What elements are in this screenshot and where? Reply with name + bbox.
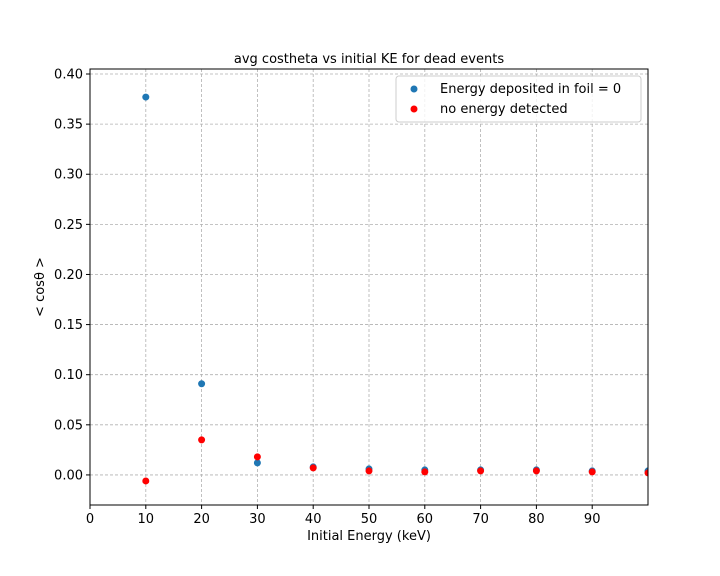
chart-title: avg costheta vs initial KE for dead even… <box>234 52 504 67</box>
x-tick-label: 90 <box>584 512 601 527</box>
legend-label-energy-deposited: Energy deposited in foil = 0 <box>440 82 621 97</box>
no-energy-point <box>253 453 261 461</box>
legend: Energy deposited in foil = 0 no energy d… <box>395 75 642 123</box>
x-tick-label: 30 <box>249 512 266 527</box>
y-tick-label: 0.15 <box>54 318 83 333</box>
energy-deposited-point <box>198 380 206 388</box>
data-points <box>142 93 648 485</box>
x-tick-label: 80 <box>528 512 545 527</box>
no-energy-point <box>142 477 150 485</box>
grid <box>90 69 648 505</box>
legend-marker-no-energy <box>410 105 418 113</box>
y-tick-label: 0.35 <box>54 118 83 133</box>
x-tick-label: 20 <box>193 512 210 527</box>
y-tick-label: 0.00 <box>54 468 83 483</box>
energy-deposited-point <box>253 459 261 467</box>
no-energy-point <box>644 469 648 477</box>
x-tick-label: 50 <box>361 512 378 527</box>
x-tick-label: 40 <box>305 512 322 527</box>
legend-box <box>395 75 642 123</box>
no-energy-point <box>309 464 317 472</box>
no-energy-point <box>198 436 206 444</box>
plot-frame <box>89 68 649 506</box>
energy-deposited-point <box>142 93 150 101</box>
no-energy-point <box>421 468 429 476</box>
legend-label-no-energy: no energy detected <box>440 102 568 117</box>
no-energy-point <box>588 468 596 476</box>
y-tick-label: 0.10 <box>54 368 83 383</box>
y-axis-label: < cosθ > <box>33 257 48 317</box>
x-axis-label: Initial Energy (keV) <box>307 529 431 544</box>
x-tick-label: 70 <box>472 512 489 527</box>
y-tick-label: 0.05 <box>54 418 83 433</box>
y-tick-label: 0.40 <box>54 68 83 83</box>
x-axis-ticks: 0 10 20 30 40 50 60 70 80 90 <box>86 505 601 527</box>
no-energy-point <box>477 467 485 475</box>
no-energy-point <box>532 467 540 475</box>
x-tick-label: 60 <box>417 512 434 527</box>
no-energy-point <box>365 467 373 475</box>
y-tick-label: 0.25 <box>54 218 83 233</box>
y-tick-label: 0.30 <box>54 168 83 183</box>
x-tick-label: 10 <box>138 512 155 527</box>
legend-marker-energy-deposited <box>410 85 418 93</box>
y-tick-label: 0.20 <box>54 268 83 283</box>
x-tick-label: 0 <box>86 512 94 527</box>
y-axis-ticks: 0.00 0.05 0.10 0.15 0.20 0.25 0.30 0.35 0.40 <box>54 68 90 483</box>
